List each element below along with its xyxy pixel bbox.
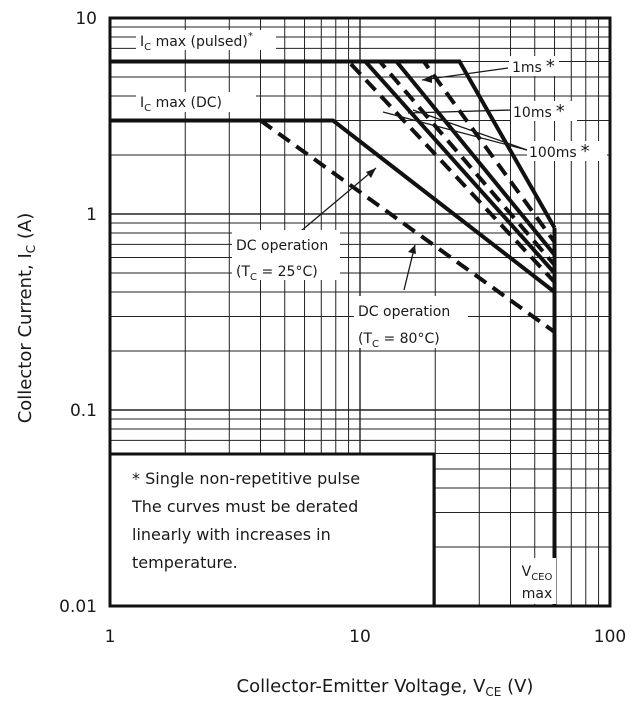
leader-1ms xyxy=(421,67,509,81)
soa-curve-5 xyxy=(110,59,556,275)
dc-80-title: DC operation xyxy=(358,304,450,320)
annotation-ic-max-pulsed: IC max (pulsed)* xyxy=(136,30,276,53)
annotation-10ms: 10ms * xyxy=(511,101,577,122)
x-tick-label: 1 xyxy=(105,627,116,647)
soa-curve-1 xyxy=(110,59,557,229)
ic-max-dc-label: IC max (DC) xyxy=(140,95,222,114)
annotation-100ms: 100ms * xyxy=(527,141,607,162)
y-tick-label: 0.01 xyxy=(59,597,97,617)
soa-curve-8 xyxy=(259,118,556,334)
arrowhead-dc-25 xyxy=(366,168,376,178)
soa-curve-3 xyxy=(110,59,557,256)
label-background xyxy=(511,101,577,121)
y-tick-label: 1 xyxy=(86,205,97,225)
y-axis-title: Collector Current, IC (A) xyxy=(15,213,38,424)
pulse-1ms-label: 1ms * xyxy=(512,56,555,77)
ic-max-pulsed-label: IC max (pulsed)* xyxy=(140,31,253,53)
label-background xyxy=(136,30,276,50)
leader-10ms xyxy=(407,109,513,114)
note-line-1: * Single non-repetitive pulse xyxy=(132,469,360,488)
note-line-4: temperature. xyxy=(132,553,238,572)
pulse-10ms-label: 10ms * xyxy=(513,101,565,122)
vceo-max-label: max xyxy=(522,586,553,602)
plot-frame xyxy=(108,16,612,608)
annotation-vceo-max: VCEO max xyxy=(518,558,556,604)
label-background xyxy=(527,141,607,161)
x-tick-label: 100 xyxy=(594,627,626,647)
annotation-dc-80: DC operation (TC = 80°C) xyxy=(354,296,468,350)
tick-labels: 1 10 100 0.01 0.1 1 10 xyxy=(59,9,626,647)
arrowhead-1ms xyxy=(422,75,432,83)
curves xyxy=(110,59,557,606)
y-tick-label: 10 xyxy=(75,9,97,29)
vceo-label: VCEO xyxy=(522,564,553,583)
arrowhead-dc-80 xyxy=(408,245,416,254)
y-tick-label: 0.1 xyxy=(70,401,97,421)
soa-curve-2 xyxy=(110,59,557,244)
label-background xyxy=(509,56,559,76)
note-line-3: linearly with increases in xyxy=(132,525,331,544)
dc-25-title: DC operation xyxy=(236,238,328,254)
annotation-1ms: 1ms * xyxy=(509,56,559,77)
note-box: * Single non-repetitive pulse The curves… xyxy=(108,452,436,608)
label-background xyxy=(136,92,256,112)
label-background xyxy=(354,296,468,348)
annotation-dc-25: DC operation (TC = 25°C) xyxy=(232,230,340,283)
note-line-2: The curves must be derated xyxy=(131,497,358,516)
label-background xyxy=(518,558,556,604)
dc-25-temp: (TC = 25°C) xyxy=(236,264,318,283)
pulse-100ms-label: 100ms * xyxy=(529,141,590,162)
dc-80-temp: (TC = 80°C) xyxy=(358,331,440,350)
soa-curve-7 xyxy=(110,118,556,294)
leader-dc-25 xyxy=(294,167,377,237)
annotation-arrowheads xyxy=(366,75,432,254)
note-frame xyxy=(108,452,436,608)
soa-curve-6 xyxy=(110,59,556,284)
x-axis-title: Collector-Emitter Voltage, VCE (V) xyxy=(237,676,534,699)
leader-100ms-b xyxy=(382,111,528,151)
annotation-ic-max-dc: IC max (DC) xyxy=(136,92,256,114)
x-tick-label: 10 xyxy=(349,627,371,647)
label-background xyxy=(232,230,340,280)
leader-100ms-a xyxy=(412,109,528,151)
